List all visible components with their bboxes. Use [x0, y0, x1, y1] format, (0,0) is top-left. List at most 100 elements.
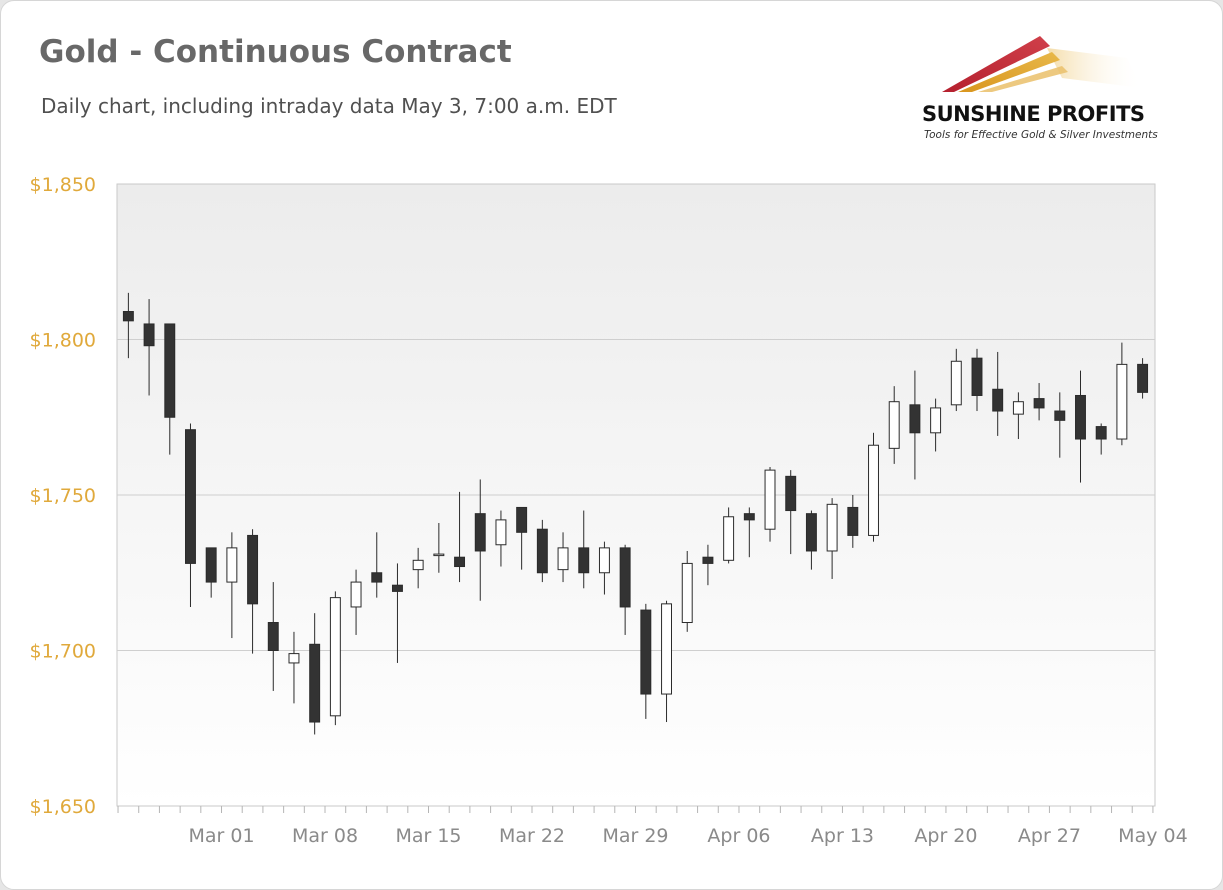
candle-body-up — [723, 516, 735, 561]
x-tick-label: May 04 — [1118, 825, 1188, 847]
chart-title: Gold - Continuous Contract — [39, 34, 512, 70]
candle-body-down — [267, 622, 279, 652]
candle — [847, 495, 859, 548]
candle-body-down — [205, 547, 217, 583]
gridlines — [117, 339, 1155, 651]
candle — [391, 563, 403, 663]
candle-body-up — [868, 444, 879, 536]
candle — [702, 544, 714, 586]
candle-body-up — [661, 603, 672, 695]
candle-body-down — [702, 556, 714, 564]
candle-body-down — [992, 388, 1004, 412]
candle — [185, 423, 196, 607]
candle — [598, 541, 610, 595]
candle-body-down — [247, 534, 259, 605]
candle — [205, 547, 217, 598]
logo-orange-ray — [958, 52, 1060, 92]
candle-body-up — [557, 547, 569, 571]
y-tick-label: $1,650 — [30, 796, 96, 818]
candle — [536, 519, 548, 583]
candle — [329, 591, 341, 726]
candle — [661, 600, 672, 723]
candle-body-down — [805, 513, 817, 552]
candle — [433, 522, 445, 573]
candle-body-up — [495, 519, 507, 546]
candle — [350, 569, 362, 635]
candle-body-down — [454, 556, 466, 568]
candle — [785, 470, 797, 555]
candle — [1033, 383, 1045, 421]
logo-glow-shape — [1047, 48, 1142, 88]
x-tick-label: Mar 15 — [395, 825, 461, 847]
candle — [122, 292, 134, 359]
candle-body-down — [640, 609, 652, 695]
candle — [495, 510, 507, 567]
x-tick-label: Mar 01 — [188, 825, 254, 847]
candle-body-up — [226, 547, 238, 583]
logo-light-ray — [978, 66, 1068, 92]
candle-body-up — [950, 360, 962, 406]
logo-brand-text: SUNSHINE PROFITS — [922, 102, 1145, 126]
candle — [143, 299, 155, 396]
candle-body-up — [433, 553, 445, 557]
y-tick-label: $1,850 — [30, 174, 96, 196]
candle-body-down — [847, 506, 859, 536]
candle — [992, 351, 1004, 436]
candle-body-down — [122, 311, 134, 322]
candle-body-up — [681, 562, 693, 624]
candle-body-up — [764, 469, 776, 530]
candle-body-down — [143, 323, 155, 347]
candle — [826, 498, 838, 579]
candle — [743, 507, 755, 558]
candle — [557, 532, 569, 583]
x-axis: Mar 01 Mar 08 Mar 15 Mar 22 Mar 29 Apr 06 Apr … — [117, 806, 1188, 847]
y-tick-label: $1,750 — [30, 485, 96, 507]
candle — [1075, 370, 1086, 483]
candle-body-up — [329, 597, 341, 717]
candle — [619, 544, 631, 635]
x-tick-label: Apr 20 — [914, 825, 977, 847]
x-tick-label: Mar 22 — [499, 825, 565, 847]
candle-body-down — [1137, 363, 1149, 393]
candle — [267, 582, 279, 691]
x-tick-label: Mar 08 — [292, 825, 358, 847]
candle — [805, 510, 817, 570]
candle-body-up — [826, 503, 838, 552]
candle — [1116, 342, 1128, 446]
candle-body-down — [743, 513, 755, 521]
candle-body-down — [1054, 410, 1066, 421]
candle — [454, 491, 466, 583]
candle-body-down — [309, 643, 321, 723]
candle — [578, 510, 590, 589]
candle — [971, 348, 983, 412]
candle-body-down — [785, 475, 797, 512]
candle — [516, 506, 528, 570]
candle — [681, 550, 693, 632]
candle — [950, 348, 962, 412]
candle — [1054, 392, 1066, 458]
candle-body-down — [391, 584, 403, 592]
candle — [412, 547, 424, 589]
x-tick-label: Mar 29 — [602, 825, 668, 847]
candle — [764, 467, 776, 542]
x-tick-label: Apr 06 — [707, 825, 770, 847]
candle-body-up — [930, 407, 942, 434]
candle — [723, 507, 735, 564]
candle — [1095, 423, 1107, 455]
candles — [122, 292, 1149, 735]
candle-body-down — [1075, 394, 1086, 440]
y-axis: $1,650 $1,700 $1,750 $1,800 $1,850 — [30, 174, 96, 818]
candle-body-up — [888, 401, 900, 449]
candle-body-down — [1033, 398, 1045, 409]
candle-body-up — [598, 547, 610, 574]
candle — [309, 613, 321, 735]
candle — [288, 631, 300, 704]
candle-body-down — [909, 404, 921, 434]
candle — [226, 532, 238, 639]
candle-body-down — [371, 572, 383, 583]
y-tick-label: $1,800 — [30, 330, 96, 352]
candle — [930, 398, 942, 452]
candle-body-down — [164, 323, 176, 418]
candle-body-down — [971, 357, 983, 396]
